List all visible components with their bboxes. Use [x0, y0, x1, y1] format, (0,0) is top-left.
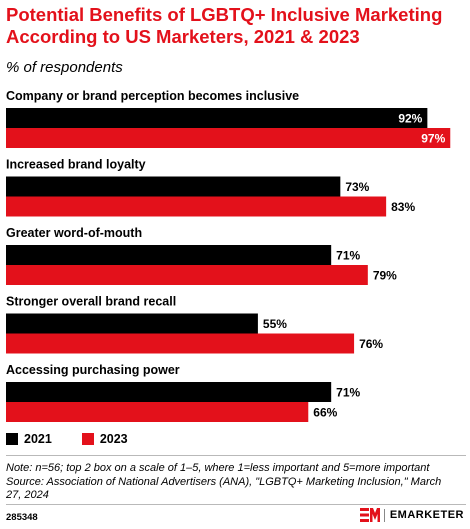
legend-swatch-2021 — [6, 433, 18, 445]
bar-2023 — [6, 265, 368, 285]
bar-value-label: 73% — [345, 180, 369, 194]
bar-value-label: 66% — [313, 406, 337, 420]
bar-chart: Company or brand perception becomes incl… — [6, 89, 451, 422]
bar-2023 — [6, 196, 387, 217]
bar-2021 — [6, 245, 332, 265]
bar-value-label: 76% — [359, 337, 383, 351]
legend-label-2023: 2023 — [99, 432, 128, 446]
legend-swatch-2023 — [81, 433, 94, 445]
category-label: Increased brand loyalty — [6, 158, 146, 172]
chart-title: Potential Benefits of LGBTQ+ Inclusive M… — [6, 4, 443, 47]
legend: 2021 2023 — [6, 431, 158, 447]
legend-item-2021: 2021 — [6, 432, 52, 446]
emarketer-logo-icon — [359, 508, 380, 522]
brand-logo: EMARKETER — [359, 508, 464, 522]
bar-2023 — [6, 333, 355, 354]
bar-2021 — [6, 108, 428, 128]
category-label: Company or brand perception becomes incl… — [6, 89, 299, 103]
legend-item-2023: 2023 — [81, 432, 128, 446]
bar-value-label: 83% — [391, 200, 415, 214]
bottom-divider — [6, 504, 466, 505]
bar-value-label: 71% — [336, 249, 360, 263]
category-label: Accessing purchasing power — [6, 363, 180, 377]
bar-value-label: 71% — [336, 386, 360, 400]
bar-2021 — [6, 382, 332, 402]
bar-2021 — [6, 176, 341, 197]
bar-value-label: 92% — [398, 112, 422, 126]
footnote: Note: n=56; top 2 box on a scale of 1–5,… — [6, 462, 458, 503]
category-label: Greater word-of-mouth — [6, 226, 142, 240]
bar-value-label: 55% — [263, 317, 287, 331]
bar-value-label: 79% — [373, 269, 397, 283]
chart-subtitle: % of respondents — [6, 59, 123, 76]
legend-label-2021: 2021 — [24, 432, 52, 446]
source-text: Source: Association of National Advertis… — [6, 475, 442, 502]
brand-name: EMARKETER — [389, 509, 464, 521]
brand-separator — [383, 508, 385, 522]
bar-value-label: 97% — [421, 132, 445, 146]
bar-2023 — [6, 402, 309, 422]
chart-id: 285348 — [6, 512, 38, 523]
bar-2021 — [6, 313, 258, 334]
footer-divider — [6, 455, 466, 456]
category-label: Stronger overall brand recall — [6, 295, 176, 309]
note-text: Note: n=56; top 2 box on a scale of 1–5,… — [6, 462, 430, 474]
bar-2023 — [6, 128, 451, 148]
